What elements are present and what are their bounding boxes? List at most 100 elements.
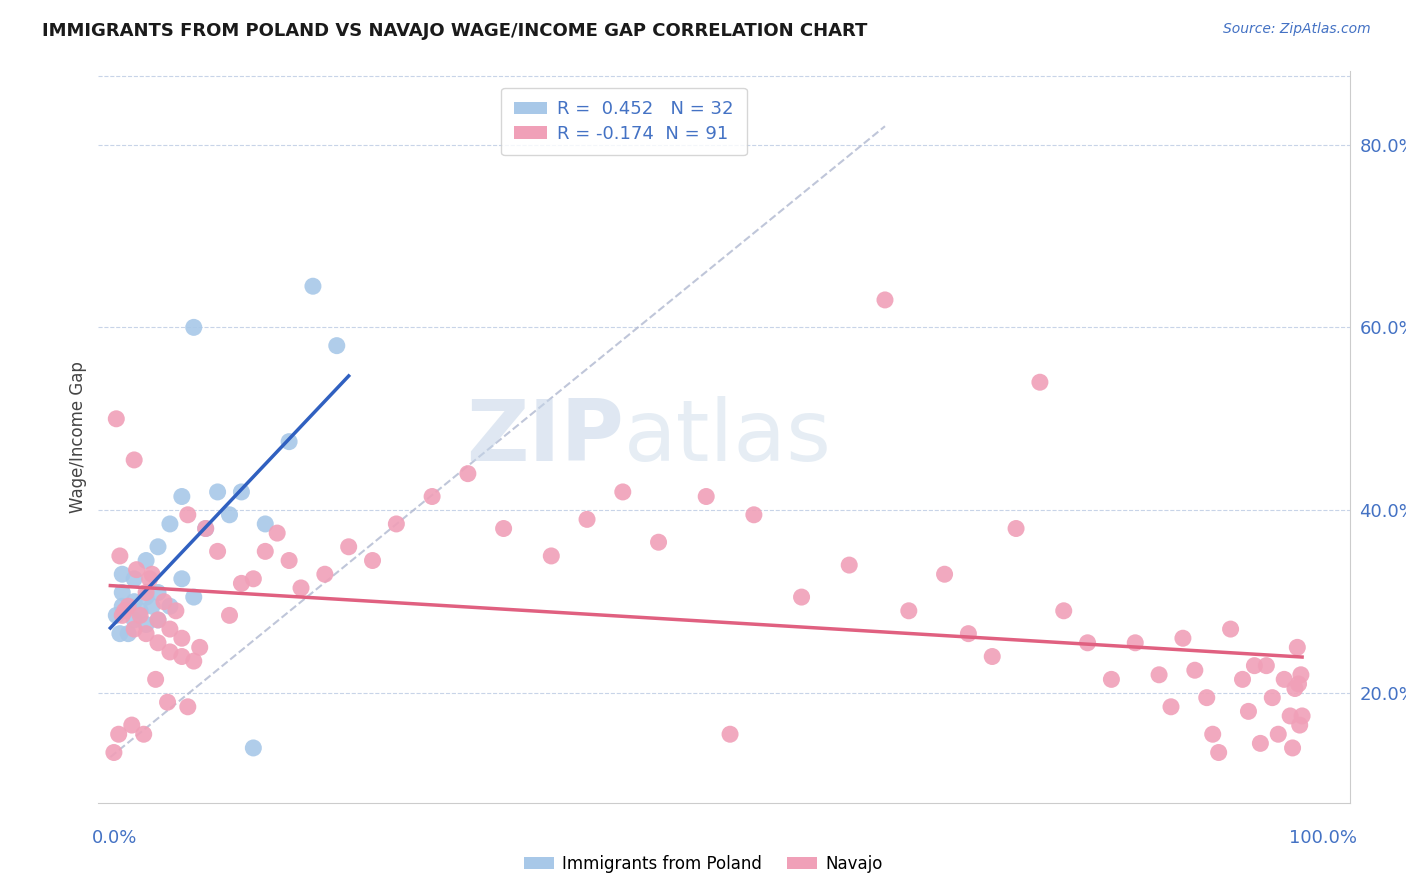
Point	[1288, 677, 1310, 691]
Point	[278, 434, 301, 449]
Point	[156, 695, 179, 709]
Point	[1288, 718, 1310, 732]
Point	[146, 636, 169, 650]
Point	[170, 572, 193, 586]
Text: 100.0%: 100.0%	[1289, 830, 1357, 847]
Point	[194, 521, 217, 535]
Point	[1243, 658, 1265, 673]
Point	[177, 699, 200, 714]
Point	[1291, 709, 1313, 723]
Point	[540, 549, 562, 563]
Point	[1077, 636, 1099, 650]
Point	[125, 563, 148, 577]
Point	[108, 549, 131, 563]
Point	[138, 572, 160, 586]
Point	[117, 599, 139, 614]
Point	[492, 521, 515, 535]
Point	[159, 516, 181, 531]
Point	[612, 485, 634, 500]
Point	[302, 279, 325, 293]
Point	[957, 626, 980, 640]
Y-axis label: Wage/Income Gap: Wage/Income Gap	[69, 361, 87, 513]
Legend: Immigrants from Poland, Navajo: Immigrants from Poland, Navajo	[517, 848, 889, 880]
Point	[183, 654, 205, 668]
Point	[1261, 690, 1284, 705]
Point	[122, 453, 145, 467]
Point	[838, 558, 860, 573]
Point	[218, 508, 240, 522]
Point	[135, 617, 157, 632]
Point	[129, 604, 152, 618]
Point	[183, 590, 205, 604]
Point	[231, 576, 253, 591]
Point	[122, 572, 145, 586]
Legend: R =  0.452   N = 32, R = -0.174  N = 91: R = 0.452 N = 32, R = -0.174 N = 91	[502, 87, 747, 155]
Point	[111, 585, 134, 599]
Point	[718, 727, 741, 741]
Point	[1171, 632, 1194, 646]
Point	[242, 740, 264, 755]
Point	[1289, 667, 1312, 681]
Point	[122, 622, 145, 636]
Point	[1267, 727, 1289, 741]
Point	[790, 590, 813, 604]
Point	[107, 727, 129, 741]
Point	[873, 293, 896, 307]
Point	[170, 490, 193, 504]
Point	[1256, 658, 1278, 673]
Point	[121, 718, 143, 732]
Point	[105, 412, 128, 426]
Point	[122, 613, 145, 627]
Point	[129, 608, 152, 623]
Point	[145, 673, 167, 687]
Point	[159, 599, 181, 614]
Point	[183, 320, 205, 334]
Point	[146, 585, 169, 599]
Text: Source: ZipAtlas.com: Source: ZipAtlas.com	[1223, 22, 1371, 37]
Point	[146, 613, 169, 627]
Point	[170, 649, 193, 664]
Point	[1286, 640, 1309, 655]
Point	[1272, 673, 1295, 687]
Point	[266, 526, 288, 541]
Point	[576, 512, 599, 526]
Point	[361, 553, 384, 567]
Point	[647, 535, 669, 549]
Point	[290, 581, 312, 595]
Point	[1195, 690, 1218, 705]
Point	[218, 608, 240, 623]
Point	[207, 485, 229, 500]
Point	[1249, 736, 1271, 750]
Point	[122, 594, 145, 608]
Point	[254, 544, 277, 558]
Point	[135, 590, 157, 604]
Point	[1281, 740, 1303, 755]
Point	[1005, 521, 1028, 535]
Point	[159, 645, 181, 659]
Point	[897, 604, 920, 618]
Point	[420, 490, 443, 504]
Point	[934, 567, 956, 582]
Point	[132, 727, 155, 741]
Point	[146, 540, 169, 554]
Point	[742, 508, 765, 522]
Point	[326, 339, 349, 353]
Point	[170, 632, 193, 646]
Point	[1147, 667, 1170, 681]
Point	[337, 540, 360, 554]
Point	[188, 640, 211, 655]
Point	[207, 544, 229, 558]
Point	[141, 599, 163, 614]
Point	[111, 599, 134, 614]
Point	[111, 608, 134, 623]
Point	[1029, 375, 1052, 389]
Point	[114, 604, 136, 618]
Point	[105, 608, 128, 623]
Point	[1202, 727, 1225, 741]
Point	[135, 585, 157, 599]
Point	[1237, 705, 1260, 719]
Point	[1284, 681, 1306, 696]
Point	[981, 649, 1004, 664]
Point	[165, 604, 187, 618]
Point	[1160, 699, 1182, 714]
